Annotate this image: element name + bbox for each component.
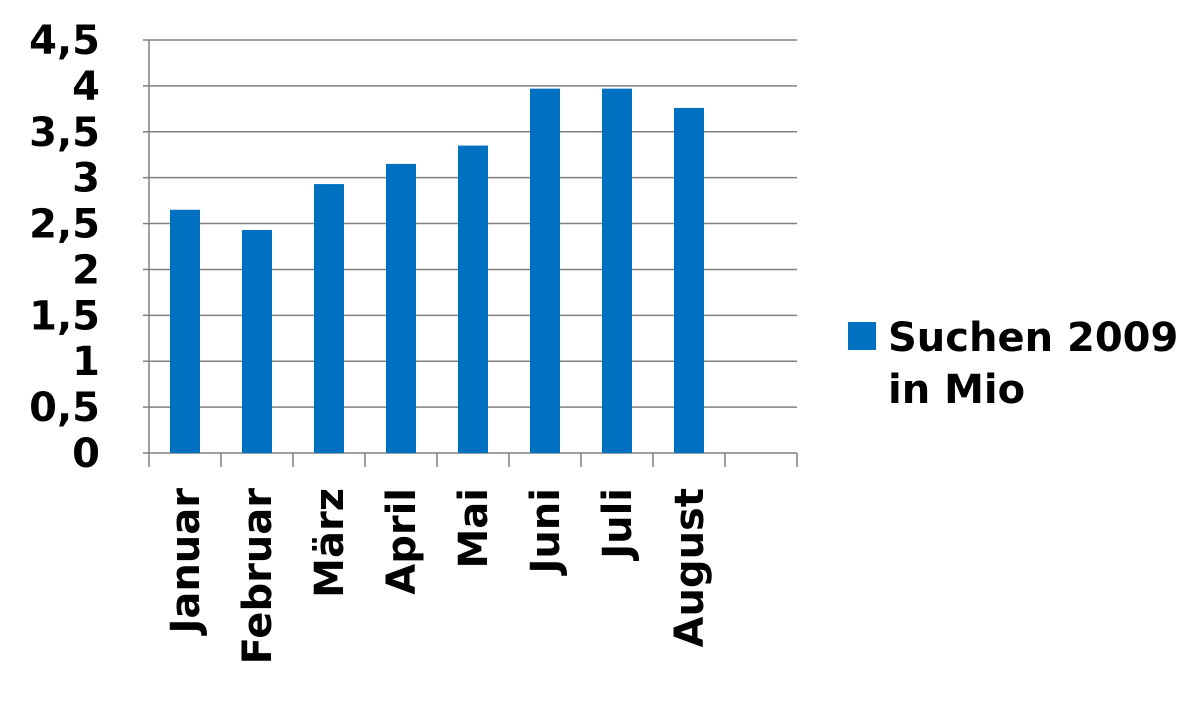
bar-august xyxy=(674,107,704,453)
bar-januar xyxy=(170,209,200,453)
y-tick-label: 3,5 xyxy=(29,110,100,156)
y-tick-labels: 00,511,522,533,544,5 xyxy=(29,18,100,477)
y-tick-label: 2,5 xyxy=(29,202,100,248)
bar-juni xyxy=(530,88,560,454)
y-tick-label: 0 xyxy=(72,431,100,477)
bar-juli xyxy=(602,88,632,454)
x-tick-label: August xyxy=(667,488,713,647)
x-tick-label: Juli xyxy=(595,488,641,562)
x-tick-label: Juni xyxy=(523,488,569,577)
y-tick-label: 1 xyxy=(72,339,100,385)
x-tick-label: März xyxy=(307,488,353,598)
bar-mai xyxy=(458,145,488,454)
y-tick-label: 2 xyxy=(72,247,100,293)
y-tick-label: 4,5 xyxy=(29,18,100,64)
legend-swatch xyxy=(848,322,876,350)
x-tick-label: Februar xyxy=(235,488,281,665)
y-tick-label: 4 xyxy=(72,64,100,110)
x-tick-label: April xyxy=(379,488,425,595)
y-tick-label: 3 xyxy=(72,156,100,202)
bar-april xyxy=(386,163,416,453)
y-tick-label: 1,5 xyxy=(29,293,100,339)
x-tick-label: Mai xyxy=(451,488,497,569)
bars xyxy=(170,88,704,454)
legend-label-line-1: Suchen 2009 xyxy=(888,315,1178,361)
x-tick-labels: Januar Februar März April Mai Juni Juli August xyxy=(163,488,713,665)
bar-märz xyxy=(314,184,344,453)
y-tick-label: 0,5 xyxy=(29,385,100,431)
legend-label-line-2: in Mio xyxy=(888,367,1025,413)
bar-februar xyxy=(242,229,272,453)
x-tick-label: Januar xyxy=(163,488,209,637)
legend: Suchen 2009 in Mio xyxy=(848,315,1178,413)
